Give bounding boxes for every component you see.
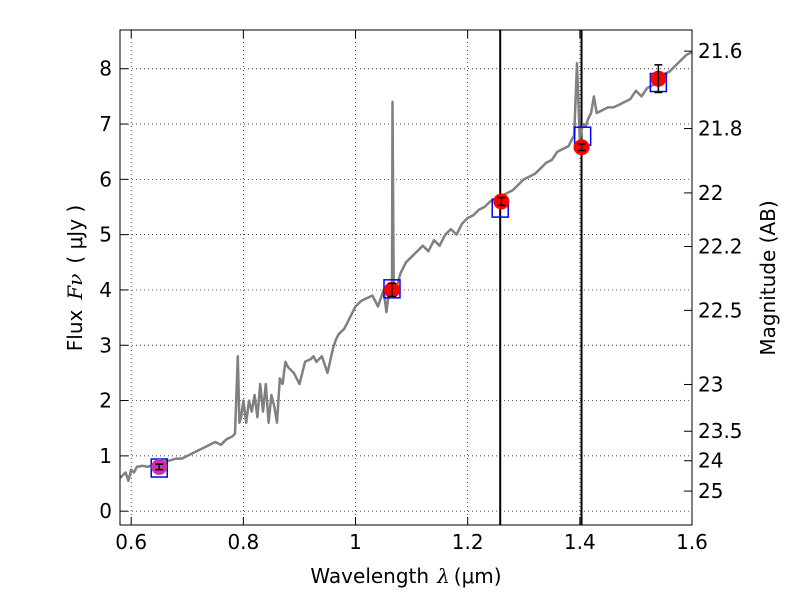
y2-tick-label: 22.2 xyxy=(698,234,743,258)
x-tick-label: 1.6 xyxy=(676,530,708,554)
y-tick-label: 7 xyxy=(99,112,112,136)
x-tick-label: 1.4 xyxy=(564,530,596,554)
x-tick-label: 0.6 xyxy=(115,530,147,554)
y-tick-label: 2 xyxy=(99,389,112,413)
y-tick-label: 0 xyxy=(99,499,112,523)
y2-tick-label: 23.5 xyxy=(698,419,743,443)
y2-tick-label: 24 xyxy=(698,449,723,473)
y-tick-label: 8 xyxy=(99,57,112,81)
x-axis-title-symbol: λ xyxy=(436,564,450,588)
spectrum-line xyxy=(119,50,693,483)
spectrum-series xyxy=(119,50,693,483)
x-axis-title-prefix: Wavelength xyxy=(310,564,429,588)
y-axis-title-prefix: Flux xyxy=(63,309,87,351)
vertical-marker-lines xyxy=(499,30,583,525)
y-axis-title: Flux Fν ( μJy ) xyxy=(63,205,87,351)
x-tick-label: 1.2 xyxy=(452,530,484,554)
x-axis-title-unit: (μm) xyxy=(454,564,502,588)
y-tick-label: 1 xyxy=(99,444,112,468)
photometry-points xyxy=(150,64,668,478)
x-tick-label: 0.8 xyxy=(227,530,259,554)
y2-tick-label: 21.6 xyxy=(698,39,743,63)
axis-ticks: 0.6 0.8 1 1.2 1.4 1.601234567821.621.82222.22… xyxy=(99,30,743,554)
plot-area-frame xyxy=(119,29,693,526)
y2-tick-label: 21.8 xyxy=(698,117,743,141)
grid-lines xyxy=(120,30,693,525)
y-tick-label: 6 xyxy=(99,167,112,191)
y2-tick-label: 23 xyxy=(698,372,723,396)
y-tick-label: 4 xyxy=(99,278,112,302)
y2-tick-label: 22.5 xyxy=(698,298,743,322)
y2-axis-title: Magnitude (AB) xyxy=(756,200,780,355)
x-tick-label: 1 xyxy=(349,530,362,554)
y-axis-title-symbol: Fν xyxy=(63,274,87,301)
x-axis-title: Wavelength λ (μm) xyxy=(310,564,501,588)
y-axis-title-unit: ( μJy ) xyxy=(63,205,87,264)
y2-tick-label: 22 xyxy=(698,181,723,205)
y-tick-label: 5 xyxy=(99,223,112,247)
y2-tick-label: 25 xyxy=(698,479,723,503)
y-tick-label: 3 xyxy=(99,333,112,357)
